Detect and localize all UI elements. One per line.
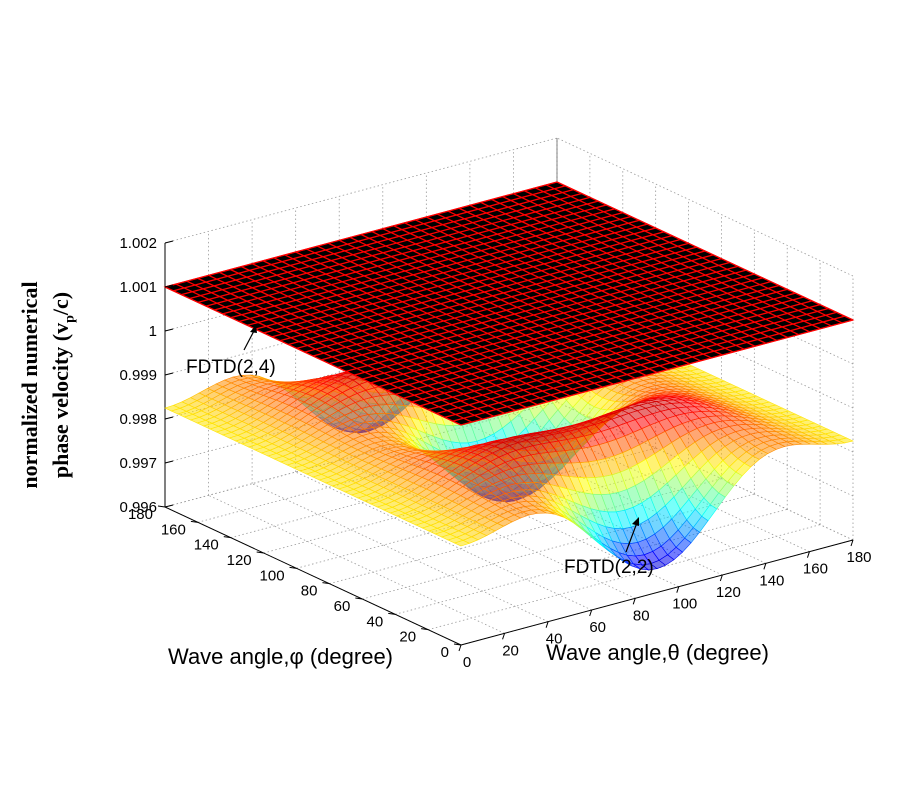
plane-mesh-line [513,193,810,333]
z-tick-label: 1 [149,323,157,340]
y-tick-label: 120 [227,552,252,569]
z-axis-title-line2: phase velocity (vp/c) [48,291,78,479]
y-axis-title: Wave angle,φ (degree) [168,644,393,669]
z-tick-label: 1.002 [119,235,157,252]
z-tick-mark [164,504,174,508]
x-tick-label: 120 [716,584,741,601]
z-tick-mark [164,416,174,420]
plane-mesh-line [556,181,854,321]
grid-line [556,137,854,277]
y-tick-mark [421,628,429,631]
z-tick-mark [164,328,174,332]
y-tick-label: 40 [367,613,384,630]
fdtd24-label: FDTD(2,4) [186,357,276,378]
z-tick-label: 0.999 [119,367,157,384]
fdtd22-arrowhead [632,517,639,526]
y-tick-label: 20 [399,629,416,646]
plane-mesh-line [214,204,607,311]
x-tick-mark [763,563,767,570]
plane-mesh-line [502,195,799,336]
x-tick-label: 160 [803,561,828,578]
fdtd22-label: FDTD(2,2) [564,557,654,578]
y-tick-label: 60 [334,598,351,615]
x-axis-line [460,539,854,646]
plane-mesh-line [173,185,566,292]
y-tick-mark [289,566,297,569]
y-tick-label: 100 [260,567,285,584]
x-tick-mark [545,621,549,628]
z-tick-label: 1.001 [119,279,157,296]
x-tick-mark [458,644,462,652]
y-tick-label: 80 [301,583,318,600]
x-tick-mark [676,586,680,593]
y-tick-mark [322,582,330,585]
fdtd22-arrow [625,519,639,553]
y-tick-mark [388,612,396,615]
y-tick-mark [157,505,166,508]
x-tick-label: 140 [759,572,784,589]
y-tick-label: 160 [161,521,186,538]
surface-cell [453,539,471,547]
annotations: FDTD(2,4) FDTD(2,2) [186,325,654,578]
plane-mesh-line [197,196,591,303]
y-tick-mark [223,536,231,539]
z-axis-title-line1: normalized numerical [17,281,42,489]
y-tick-mark [453,643,462,646]
x-tick-mark [502,633,506,640]
y-axis-line [164,506,462,646]
plane-mesh-line [545,184,843,324]
x-tick-label: 40 [546,631,563,648]
x-tick-label: 180 [846,549,871,566]
x-tick-label: 80 [633,607,650,624]
z-tick-mark [164,284,174,288]
plane-mesh-line [164,181,558,288]
z-tick-mark [164,240,174,244]
grid-line [208,494,505,634]
x-axis-title: Wave angle,θ (degree) [546,640,769,665]
plane-mesh-line [205,200,599,307]
x-tick-mark [850,539,854,547]
x-tick-label: 0 [463,654,471,671]
y-tick-mark [190,520,198,523]
y-tick-label: 0 [441,644,449,661]
plane-mesh-line [189,192,582,300]
z-tick-mark [164,460,174,464]
y-tick-mark [256,551,264,554]
z-tick-label: 0.997 [119,455,157,472]
grid-line [251,483,549,623]
tick-labels: 0 20 40 60 80 100 120 140 160 180 0 20 40 60 80 100 120 1… [119,235,871,671]
y-tick-mark [355,597,363,600]
y-tick-label: 180 [128,506,153,523]
z-tick-mark [164,372,174,376]
x-tick-label: 100 [672,596,697,613]
x-tick-mark [806,551,810,558]
grid-line [295,471,592,611]
x-tick-mark [632,598,636,605]
x-tick-label: 60 [589,619,606,636]
fdtd24-plane [163,181,855,426]
plane-mesh-line [524,190,821,330]
fdtd24-arrowhead [250,325,257,333]
plane-mesh-line [181,189,574,296]
x-tick-mark [589,609,593,617]
plane-mesh-line [534,187,832,327]
z-tick-label: 0.996 [119,499,157,516]
z-axis-title: normalized numerical phase velocity (vp/… [14,215,80,555]
z-tick-label: 0.998 [119,411,157,428]
x-tick-label: 20 [502,642,519,659]
y-tick-label: 140 [194,537,219,554]
x-tick-mark [719,574,723,582]
